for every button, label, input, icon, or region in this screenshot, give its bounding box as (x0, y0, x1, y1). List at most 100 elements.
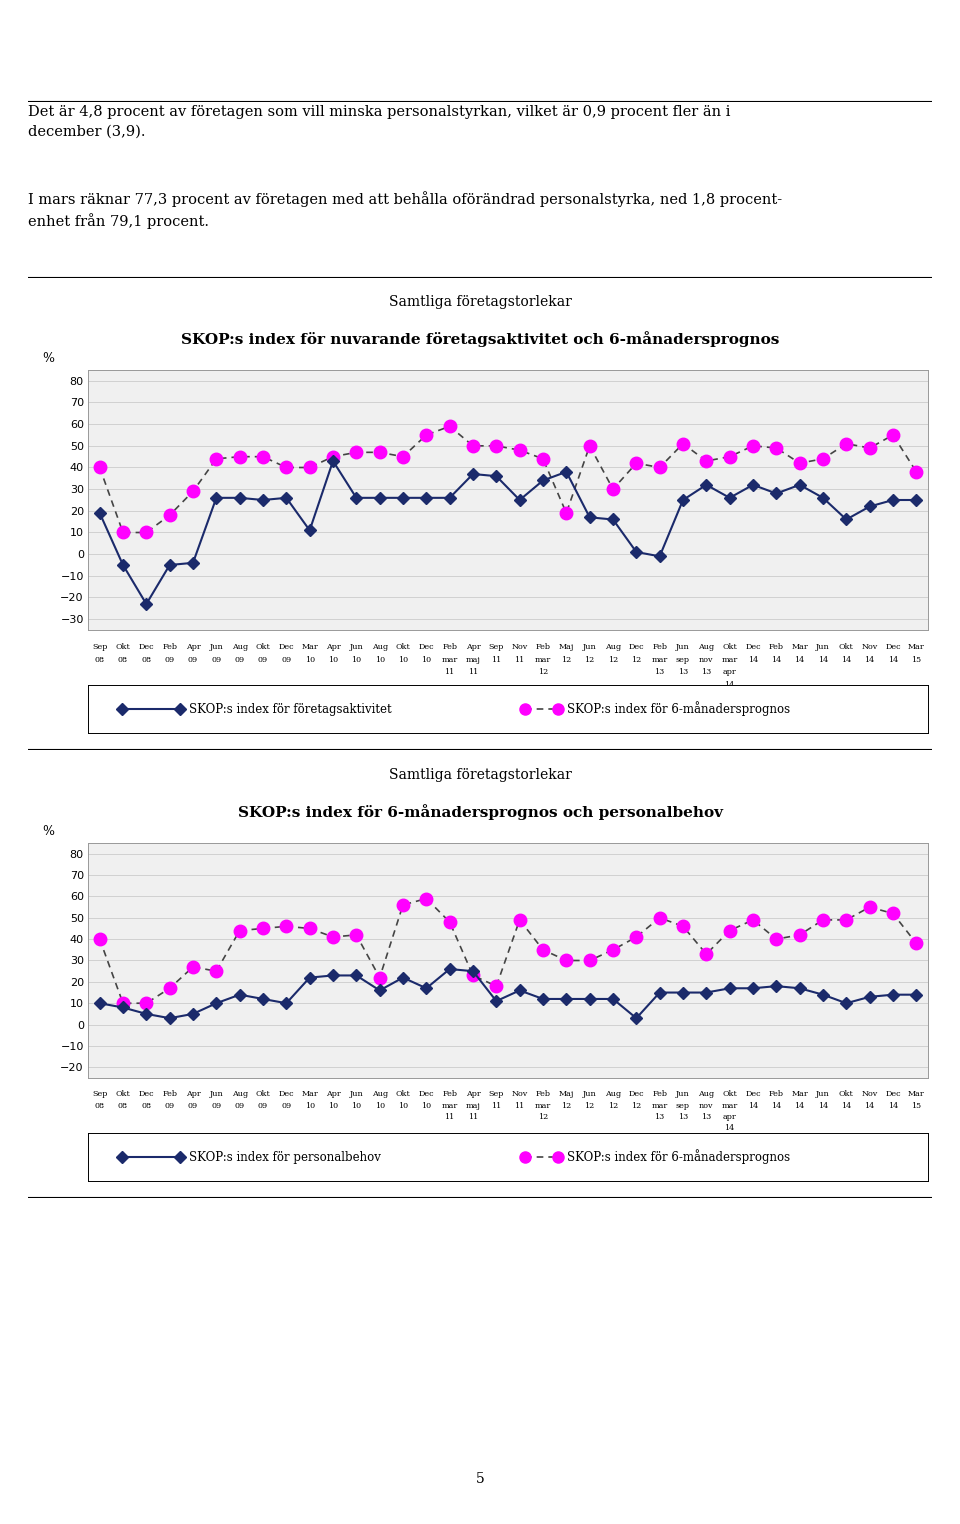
Text: 10: 10 (304, 1102, 315, 1109)
Text: Jun: Jun (816, 1090, 829, 1097)
Text: Dec: Dec (885, 1090, 900, 1097)
Text: 14: 14 (818, 1102, 828, 1109)
Text: Mar: Mar (908, 643, 924, 651)
Text: Samtliga företagstorlekar: Samtliga företagstorlekar (389, 296, 571, 309)
Text: Aug: Aug (605, 643, 621, 651)
Text: Det är 4,8 procent av företagen som vill minska personalstyrkan, vilket är 0,9 p: Det är 4,8 procent av företagen som vill… (28, 105, 731, 139)
Text: 10: 10 (351, 1102, 361, 1109)
Text: Sep: Sep (489, 643, 504, 651)
Text: 14: 14 (771, 655, 781, 664)
Text: 12: 12 (562, 655, 571, 664)
Text: Mar: Mar (908, 1090, 924, 1097)
Text: Okt: Okt (722, 643, 737, 651)
Text: mar: mar (722, 1102, 738, 1109)
Text: 11: 11 (468, 669, 478, 677)
Text: mar: mar (442, 655, 458, 664)
Text: Dec: Dec (419, 1090, 434, 1097)
Text: Feb: Feb (443, 1090, 457, 1097)
Text: Dec: Dec (419, 643, 434, 651)
Text: Aug: Aug (231, 643, 248, 651)
Text: Jun: Jun (583, 1090, 596, 1097)
Text: Dec: Dec (629, 643, 644, 651)
Text: Dec: Dec (629, 1090, 644, 1097)
Text: Jun: Jun (349, 643, 363, 651)
Text: 10: 10 (421, 655, 431, 664)
Text: maj: maj (466, 655, 480, 664)
Text: 09: 09 (188, 1102, 198, 1109)
Text: Nov: Nov (861, 643, 877, 651)
Text: Dec: Dec (885, 643, 900, 651)
Text: Aug: Aug (372, 1090, 388, 1097)
Text: %: % (42, 826, 54, 838)
Text: 14: 14 (725, 1125, 734, 1132)
Text: Maj: Maj (559, 643, 574, 651)
Text: Jun: Jun (676, 1090, 690, 1097)
Text: Jun: Jun (583, 643, 596, 651)
Text: Feb: Feb (769, 1090, 783, 1097)
Text: Apr: Apr (466, 1090, 480, 1097)
Text: mar: mar (652, 655, 668, 664)
Text: mar: mar (442, 1102, 458, 1109)
Text: Aug: Aug (698, 643, 714, 651)
Text: Jun: Jun (816, 643, 829, 651)
Text: 14: 14 (748, 655, 758, 664)
Text: Apr: Apr (185, 1090, 201, 1097)
Text: Okt: Okt (115, 643, 131, 651)
Text: Jun: Jun (209, 1090, 224, 1097)
Text: 13: 13 (678, 669, 688, 677)
Text: SKOP:s index för personalbehov: SKOP:s index för personalbehov (189, 1151, 381, 1163)
Text: Samtliga företagstorlekar: Samtliga företagstorlekar (389, 768, 571, 782)
Text: 14: 14 (795, 1102, 804, 1109)
Text: 14: 14 (725, 681, 734, 689)
Text: Feb: Feb (652, 643, 667, 651)
Text: Mar: Mar (301, 643, 318, 651)
Text: 11: 11 (492, 655, 501, 664)
Text: 15: 15 (911, 1102, 922, 1109)
Text: 14: 14 (888, 655, 899, 664)
Text: 14: 14 (818, 655, 828, 664)
Text: 09: 09 (258, 1102, 268, 1109)
Text: apr: apr (723, 1113, 736, 1120)
Text: Mar: Mar (791, 643, 808, 651)
Text: mar: mar (535, 1102, 551, 1109)
Text: 13: 13 (701, 1113, 711, 1120)
Text: 08: 08 (118, 1102, 128, 1109)
Text: 13: 13 (655, 1113, 664, 1120)
Text: Okt: Okt (115, 1090, 131, 1097)
Text: 13: 13 (655, 669, 664, 677)
Text: 11: 11 (515, 655, 525, 664)
Text: 09: 09 (188, 655, 198, 664)
Text: 10: 10 (398, 1102, 408, 1109)
Text: Dec: Dec (138, 643, 155, 651)
Text: Feb: Feb (162, 643, 178, 651)
Text: 14: 14 (841, 655, 852, 664)
Text: Dec: Dec (278, 643, 294, 651)
Text: 09: 09 (258, 655, 268, 664)
Text: 09: 09 (211, 655, 222, 664)
Text: 12: 12 (585, 655, 595, 664)
Text: 09: 09 (281, 1102, 292, 1109)
Text: Feb: Feb (162, 1090, 178, 1097)
Text: SKOP:s index för 6-månadersprognos: SKOP:s index för 6-månadersprognos (566, 701, 790, 716)
Text: Dec: Dec (745, 1090, 761, 1097)
Text: 11: 11 (468, 1113, 478, 1120)
Text: Feb: Feb (769, 643, 783, 651)
Text: 10: 10 (421, 1102, 431, 1109)
Text: mar: mar (722, 655, 738, 664)
Text: Mar: Mar (301, 1090, 318, 1097)
Text: 08: 08 (95, 1102, 105, 1109)
Text: apr: apr (723, 669, 736, 677)
Text: 14: 14 (888, 1102, 899, 1109)
Text: Nov: Nov (861, 1090, 877, 1097)
Text: 08: 08 (95, 655, 105, 664)
Text: 13: 13 (678, 1113, 688, 1120)
Text: 11: 11 (444, 669, 455, 677)
Text: Jun: Jun (349, 1090, 363, 1097)
Text: 08: 08 (118, 655, 128, 664)
Text: Okt: Okt (255, 1090, 271, 1097)
Text: Nov: Nov (512, 1090, 528, 1097)
Text: 12: 12 (585, 1102, 595, 1109)
Text: SKOP:s index för 6-månadersprognos: SKOP:s index för 6-månadersprognos (566, 1149, 790, 1164)
Text: Jun: Jun (209, 643, 224, 651)
Text: 12: 12 (562, 1102, 571, 1109)
